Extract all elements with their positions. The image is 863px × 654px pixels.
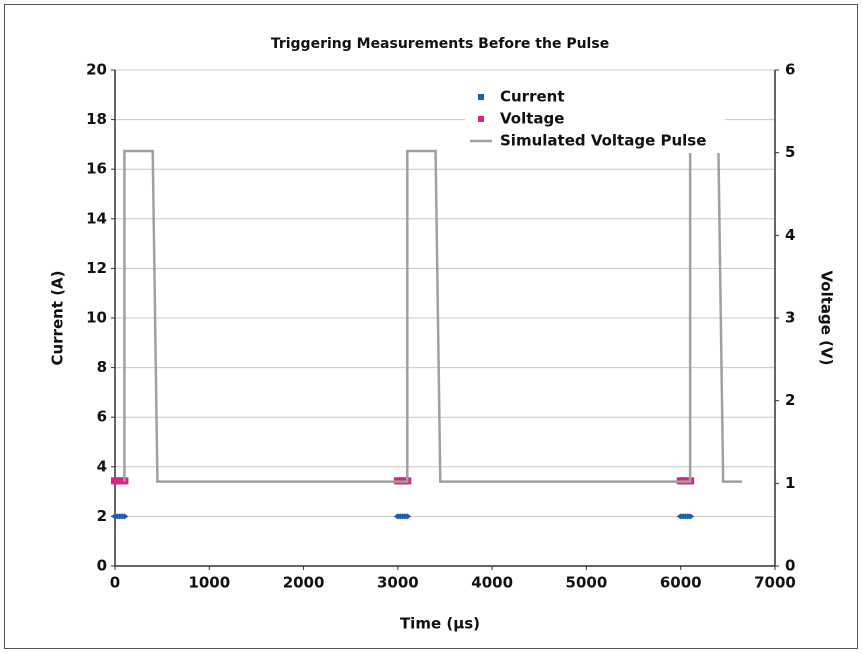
legend-swatch [478, 116, 484, 122]
current-point [120, 513, 129, 520]
y-tick-label: 16 [86, 160, 107, 178]
y-axis-label: Current (A) [49, 270, 67, 365]
y2-tick-label: 4 [785, 226, 795, 244]
legend-label: Voltage [500, 110, 564, 128]
y-tick-label: 10 [86, 309, 107, 327]
y2-tick-label: 3 [785, 309, 795, 327]
y2-tick-label: 0 [785, 557, 795, 575]
y-tick-label: 8 [97, 358, 107, 376]
y2-axis-label: Voltage (V) [818, 271, 836, 366]
x-tick-label: 1000 [188, 574, 230, 592]
y-tick-label: 0 [97, 557, 107, 575]
x-tick-label: 5000 [566, 574, 608, 592]
legend-label: Current [500, 88, 565, 106]
x-tick-label: 2000 [283, 574, 325, 592]
chart-title: Triggering Measurements Before the Pulse [271, 36, 609, 52]
legend-label: Simulated Voltage Pulse [500, 132, 706, 150]
x-tick-label: 7000 [754, 574, 796, 592]
current-point [686, 513, 695, 520]
y-tick-label: 4 [97, 457, 107, 475]
y-tick-label: 18 [86, 110, 107, 128]
x-tick-label: 4000 [471, 574, 513, 592]
y-tick-label: 12 [86, 259, 107, 277]
y-tick-label: 2 [97, 507, 107, 525]
y2-tick-label: 2 [785, 391, 795, 409]
y-tick-label: 20 [86, 61, 107, 79]
y-tick-label: 14 [86, 209, 107, 227]
legend-swatch [478, 94, 484, 100]
x-tick-label: 0 [110, 574, 120, 592]
y2-tick-label: 5 [785, 143, 795, 161]
legend: Current Voltage Simulated Voltage Pulse [465, 85, 725, 153]
frame [4, 4, 858, 649]
y2-tick-label: 6 [785, 61, 795, 79]
current-point [403, 513, 412, 520]
y2-tick-label: 1 [785, 474, 795, 492]
y-tick-label: 6 [97, 408, 107, 426]
x-tick-label: 6000 [660, 574, 702, 592]
legend-box [465, 85, 725, 153]
x-tick-label: 3000 [377, 574, 419, 592]
x-axis-label: Time (µs) [400, 615, 480, 633]
